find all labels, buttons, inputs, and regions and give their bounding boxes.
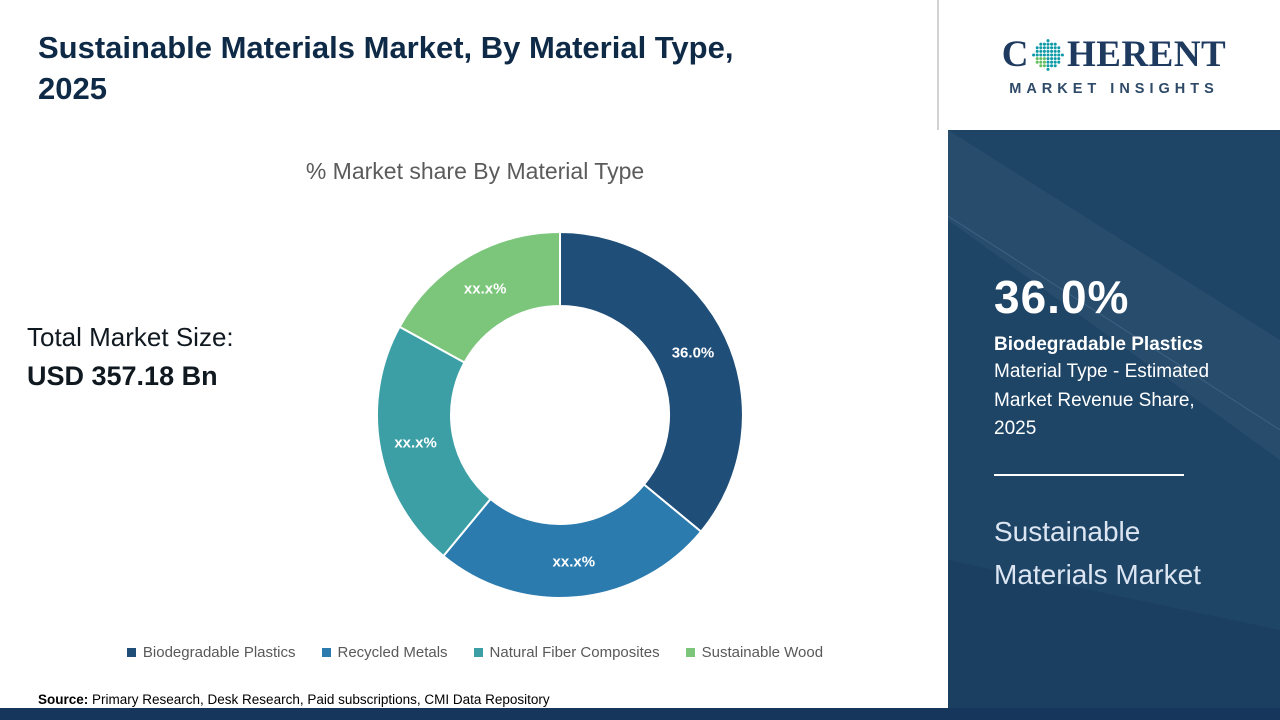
donut-segment-3 (398, 230, 561, 364)
legend-item: Recycled Metals (321, 644, 448, 661)
globe-dot (1057, 56, 1061, 60)
chart-legend: Biodegradable Plastics Recycled Metals Nat… (0, 644, 950, 661)
legend-item: Sustainable Wood (685, 644, 824, 661)
donut-segment-label: xx.x% (553, 553, 596, 570)
globe-dot (1053, 56, 1057, 60)
globe-dot (1053, 49, 1057, 53)
highlight-value: 36.0% (994, 271, 1130, 323)
legend-swatch (321, 648, 331, 657)
highlight-panel: 36.0% Biodegradable Plastics Material Ty… (948, 130, 1280, 708)
source-text: Primary Research, Desk Research, Paid su… (88, 692, 550, 707)
total-market-label: Total Market Size: (27, 322, 234, 352)
globe-dot (1050, 42, 1054, 46)
globe-dot (1035, 45, 1039, 49)
globe-dot (1057, 45, 1061, 49)
globe-dot (1046, 42, 1050, 46)
globe-dot (1050, 56, 1054, 60)
globe-dot (1039, 45, 1043, 49)
source-note: Source: Primary Research, Desk Research,… (38, 692, 550, 707)
legend-label: Sustainable Wood (701, 644, 824, 661)
globe-dot (1042, 52, 1046, 57)
page-title-line2: 2025 (38, 70, 107, 106)
globe-dot (1042, 45, 1046, 49)
globe-dot (1053, 60, 1057, 64)
brand-subtitle: MARKET INSIGHTS (1009, 81, 1219, 97)
donut-chart-svg: 36.0% xx.x% xx.x% xx.x% (376, 230, 744, 599)
globe-dot (1053, 45, 1057, 49)
globe-dot (1032, 52, 1036, 57)
globe-dot (1046, 60, 1050, 64)
globe-dot (1042, 49, 1046, 53)
page-title: Sustainable Materials Market, By Materia… (38, 28, 908, 110)
globe-dot (1046, 63, 1050, 67)
donut-segment-label: xx.x% (464, 281, 507, 298)
globe-dot (1046, 45, 1050, 49)
globe-dot (1050, 49, 1054, 53)
globe-dot (1046, 49, 1050, 53)
source-label: Source: (38, 692, 89, 707)
donut-segment-label: 36.0% (672, 344, 715, 361)
page-title-line1: Sustainable Materials Market, By Materia… (38, 30, 734, 65)
legend-item: Biodegradable Plastics (126, 644, 296, 661)
globe-dot (1057, 60, 1061, 64)
legend-swatch (685, 648, 695, 657)
legend-swatch (473, 648, 483, 657)
globe-dot (1057, 52, 1061, 57)
globe-dot (1042, 60, 1046, 64)
globe-dot (1053, 42, 1057, 46)
globe-dot (1039, 60, 1043, 64)
total-market-size: Total Market Size: USD 357.18 Bn (27, 322, 234, 392)
globe-dot (1035, 56, 1039, 60)
brand-letter-c: C (1001, 34, 1029, 75)
total-market-value: USD 357.18 Bn (27, 361, 218, 391)
globe-dot (1050, 60, 1054, 64)
globe-dot (1060, 52, 1064, 57)
legend-swatch (126, 648, 136, 657)
globe-dot (1046, 56, 1050, 60)
globe-dot (1039, 56, 1043, 60)
logo-divider (937, 0, 939, 130)
globe-dot (1035, 49, 1039, 53)
globe-dot (1042, 56, 1046, 60)
globe-dot (1057, 49, 1061, 53)
globe-dot (1035, 60, 1039, 64)
globe-dot (1046, 38, 1050, 42)
panel-report-title: Sustainable Materials Market (994, 515, 1201, 590)
globe-dot (1035, 52, 1039, 57)
panel-divider (994, 473, 1184, 476)
legend-label: Biodegradable Plastics (142, 644, 296, 661)
globe-dot (1046, 67, 1050, 71)
globe-dot (1050, 63, 1054, 67)
highlight-segment-label: Biodegradable Plastics (994, 334, 1204, 355)
legend-label: Natural Fiber Composites (489, 644, 660, 661)
globe-dot (1039, 49, 1043, 53)
donut-segment-1 (441, 483, 703, 599)
globe-dot (1053, 63, 1057, 67)
highlight-description: Material Type - Estimated Market Revenue… (994, 361, 1210, 439)
legend-item: Natural Fiber Composites (473, 644, 660, 661)
brand-logo: C HERENT MARKET INSIGHTS (948, 0, 1280, 130)
bottom-bar (0, 708, 1280, 720)
globe-dot (1050, 45, 1054, 49)
globe-dot (1039, 42, 1043, 46)
globe-dot (1050, 52, 1054, 57)
globe-icon (1032, 38, 1064, 71)
globe-dot (1042, 63, 1046, 67)
globe-dot (1039, 63, 1043, 67)
globe-dot (1042, 42, 1046, 46)
donut-chart: 36.0% xx.x% xx.x% xx.x% (370, 225, 750, 605)
globe-dot (1046, 52, 1050, 57)
donut-segment-label: xx.x% (394, 435, 437, 452)
globe-dot (1039, 52, 1043, 57)
legend-label: Recycled Metals (337, 644, 448, 661)
donut-segment-0 (559, 230, 744, 534)
brand-wordmark: C HERENT (1002, 33, 1227, 76)
globe-dot (1053, 52, 1057, 57)
brand-letters-rest: HERENT (1066, 34, 1227, 75)
donut-segment-2 (376, 325, 492, 558)
chart-title: % Market share By Material Type (305, 158, 645, 184)
